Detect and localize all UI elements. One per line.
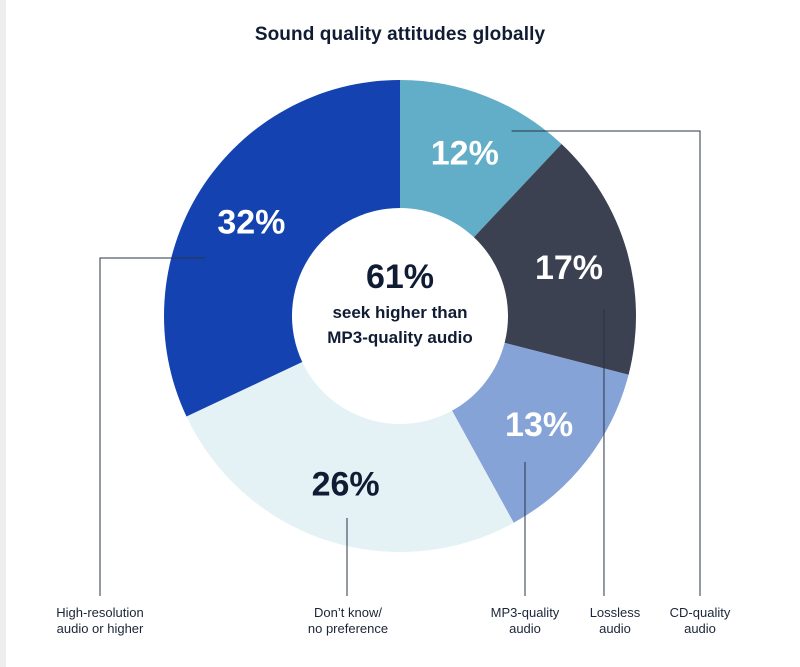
category-label-dontknow: Don’t know/ no preference bbox=[288, 605, 408, 637]
center-text-line1: seek higher than bbox=[332, 303, 467, 322]
slice-value-dontknow: 26% bbox=[312, 465, 380, 503]
category-label-dontknow-line1: Don’t know/ bbox=[314, 605, 382, 620]
category-label-mp3-line1: MP3-quality bbox=[490, 605, 560, 620]
category-label-lossless-line1: Lossless bbox=[589, 605, 641, 620]
slice-dontknow bbox=[186, 361, 514, 552]
leader-line-cd bbox=[511, 130, 701, 596]
slice-value-mp3: 13% bbox=[505, 406, 573, 444]
category-label-hires-line2: audio or higher bbox=[56, 621, 144, 636]
category-label-lossless-line2: audio bbox=[599, 621, 631, 636]
center-value: 61% bbox=[366, 258, 434, 296]
slice-value-hires: 32% bbox=[217, 204, 285, 242]
category-label-mp3-line2: audio bbox=[509, 621, 541, 636]
category-label-cd-line1: CD-quality bbox=[669, 605, 731, 620]
slice-lossless bbox=[473, 143, 636, 375]
chart-title: Sound quality attitudes globally bbox=[254, 24, 546, 45]
slice-value-lossless: 17% bbox=[535, 249, 603, 287]
slice-mp3 bbox=[452, 342, 629, 523]
leader-line-hires bbox=[99, 257, 205, 596]
slice-cd bbox=[400, 80, 562, 238]
slice-hires bbox=[163, 80, 400, 417]
center-text-line2: MP3-quality audio bbox=[327, 328, 472, 347]
slice-value-cd: 12% bbox=[431, 134, 499, 172]
page-edge bbox=[0, 0, 6, 667]
category-label-hires: High-resolution audio or higher bbox=[40, 605, 160, 637]
category-label-hires-line1: High-resolution bbox=[56, 605, 144, 620]
category-label-dontknow-line2: no preference bbox=[307, 621, 389, 636]
category-label-lossless: Lossless audio bbox=[575, 605, 655, 637]
category-label-cd-line2: audio bbox=[684, 621, 716, 636]
category-label-mp3: MP3-quality audio bbox=[473, 605, 577, 637]
category-label-cd: CD-quality audio bbox=[660, 605, 740, 637]
